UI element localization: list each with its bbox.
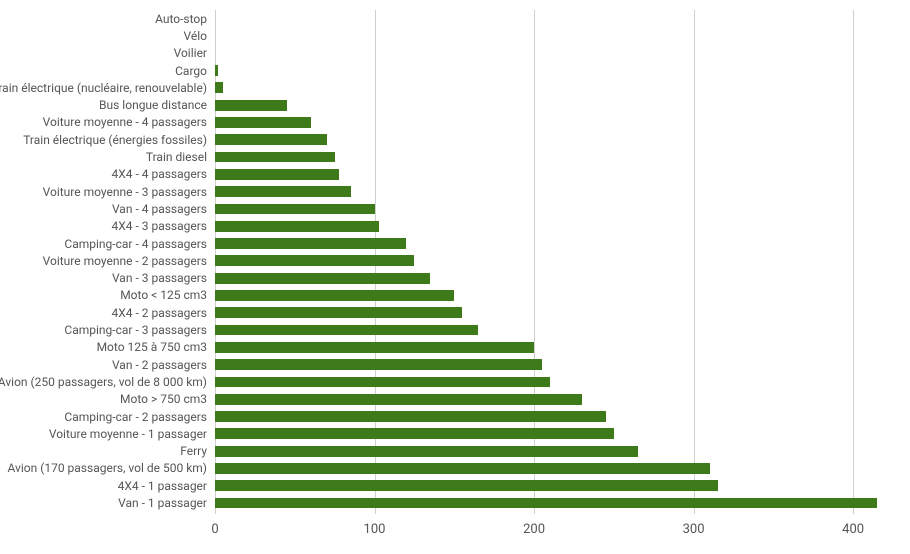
bar-row: 4X4 - 1 passager — [215, 480, 885, 491]
bar — [215, 480, 718, 491]
bar — [215, 238, 406, 249]
bar — [215, 117, 311, 128]
bar-row: Moto < 125 cm3 — [215, 290, 885, 301]
bar-row: Van - 4 passagers — [215, 204, 885, 215]
bar — [215, 186, 351, 197]
bar-row: Voiture moyenne - 2 passagers — [215, 255, 885, 266]
bar-label: 4X4 - 1 passager — [118, 480, 215, 492]
bar — [215, 290, 454, 301]
bar — [215, 377, 550, 388]
bar-row: Moto > 750 cm3 — [215, 394, 885, 405]
bar-row: 4X4 - 4 passagers — [215, 169, 885, 180]
bar — [215, 342, 534, 353]
bar — [215, 394, 582, 405]
bar-row: Train électrique (énergies fossiles) — [215, 134, 885, 145]
bar-label: Voiture moyenne - 2 passagers — [43, 255, 215, 267]
bar-label: Voiture moyenne - 1 passager — [49, 428, 215, 440]
bar — [215, 169, 339, 180]
bar-row: Avion (170 passagers, vol de 500 km) — [215, 463, 885, 474]
bar-row: Voiture moyenne - 3 passagers — [215, 186, 885, 197]
bar-row: Train diesel — [215, 152, 885, 163]
bar-row: Voiture moyenne - 1 passager — [215, 428, 885, 439]
bar-row: Camping-car - 2 passagers — [215, 411, 885, 422]
bar-label: 4X4 - 4 passagers — [111, 168, 215, 180]
bar-label: Train diesel — [146, 151, 215, 163]
plot-area: Auto-stop Vélo Voilier Cargo Train électriqu… — [215, 10, 885, 514]
bar-label: Van - 4 passagers — [112, 203, 215, 215]
bar — [215, 359, 542, 370]
bar-label: Voiture moyenne - 3 passagers — [43, 186, 215, 198]
bar-label: Camping-car - 3 passagers — [64, 324, 215, 336]
bar-label: Ferry — [180, 445, 215, 457]
bar-label: Vélo — [183, 30, 215, 42]
bar-row: Voiture moyenne - 4 passagers — [215, 117, 885, 128]
bar-label: 4X4 - 2 passagers — [111, 307, 215, 319]
bar-row: Train électrique (nucléaire, renouvelabl… — [215, 82, 885, 93]
bar — [215, 82, 223, 93]
x-tick-label: 400 — [842, 522, 864, 537]
bar-label: Voilier — [174, 47, 215, 59]
bar — [215, 411, 606, 422]
bar — [215, 273, 430, 284]
bar — [215, 325, 478, 336]
bar-label: Camping-car - 2 passagers — [64, 411, 215, 423]
bar-label: Van - 3 passagers — [112, 272, 215, 284]
bar — [215, 221, 379, 232]
bar-label: 4X4 - 3 passagers — [111, 220, 215, 232]
bar-label: Moto 125 à 750 cm3 — [97, 341, 215, 353]
bar — [215, 204, 375, 215]
bar-row: 4X4 - 2 passagers — [215, 307, 885, 318]
bar-row: Bus longue distance — [215, 100, 885, 111]
bar — [215, 498, 877, 509]
bar-label: Train électrique (énergies fossiles) — [23, 134, 215, 146]
bar — [215, 255, 414, 266]
bar-row: Van - 2 passagers — [215, 359, 885, 370]
bar-label: Moto < 125 cm3 — [120, 289, 215, 301]
bar-label: Cargo — [175, 65, 215, 77]
bar-row: Camping-car - 4 passagers — [215, 238, 885, 249]
bar-label: Van - 2 passagers — [112, 359, 215, 371]
bar — [215, 446, 638, 457]
bar — [215, 134, 327, 145]
bar-row: Vélo — [215, 31, 885, 42]
bar-row: 4X4 - 3 passagers — [215, 221, 885, 232]
bar-label: Van - 1 passager — [118, 497, 215, 509]
bar-row: Avion (250 passagers, vol de 8 000 km) — [215, 377, 885, 388]
x-tick-label: 0 — [211, 522, 218, 537]
x-tick-label: 300 — [683, 522, 705, 537]
bar-row: Cargo — [215, 65, 885, 76]
bar-label: Camping-car - 4 passagers — [64, 238, 215, 250]
x-tick-label: 100 — [364, 522, 386, 537]
bar — [215, 428, 614, 439]
bar-row: Van - 3 passagers — [215, 273, 885, 284]
x-tick-label: 200 — [523, 522, 545, 537]
bar-label: Train électrique (nucléaire, renouvelabl… — [0, 82, 215, 94]
bar-row: Voilier — [215, 48, 885, 59]
bar-row: Ferry — [215, 446, 885, 457]
bar-row: Camping-car - 3 passagers — [215, 325, 885, 336]
bar — [215, 307, 462, 318]
bar-label: Avion (250 passagers, vol de 8 000 km) — [0, 376, 215, 388]
bar-row: Van - 1 passager — [215, 498, 885, 509]
bar-label: Moto > 750 cm3 — [120, 393, 215, 405]
bar — [215, 100, 287, 111]
emissions-bar-chart: Auto-stopVéloVoilierCargoTrain électriqu… — [0, 0, 910, 554]
bar-row: Moto 125 à 750 cm3 — [215, 342, 885, 353]
bar-label: Bus longue distance — [99, 99, 215, 111]
bar — [215, 152, 335, 163]
bar-label: Voiture moyenne - 4 passagers — [43, 116, 215, 128]
bar-label: Avion (170 passagers, vol de 500 km) — [8, 462, 215, 474]
bar-row: Auto-stop — [215, 13, 885, 24]
bar — [215, 463, 710, 474]
bar — [215, 65, 218, 76]
bar-label: Auto-stop — [155, 13, 215, 25]
